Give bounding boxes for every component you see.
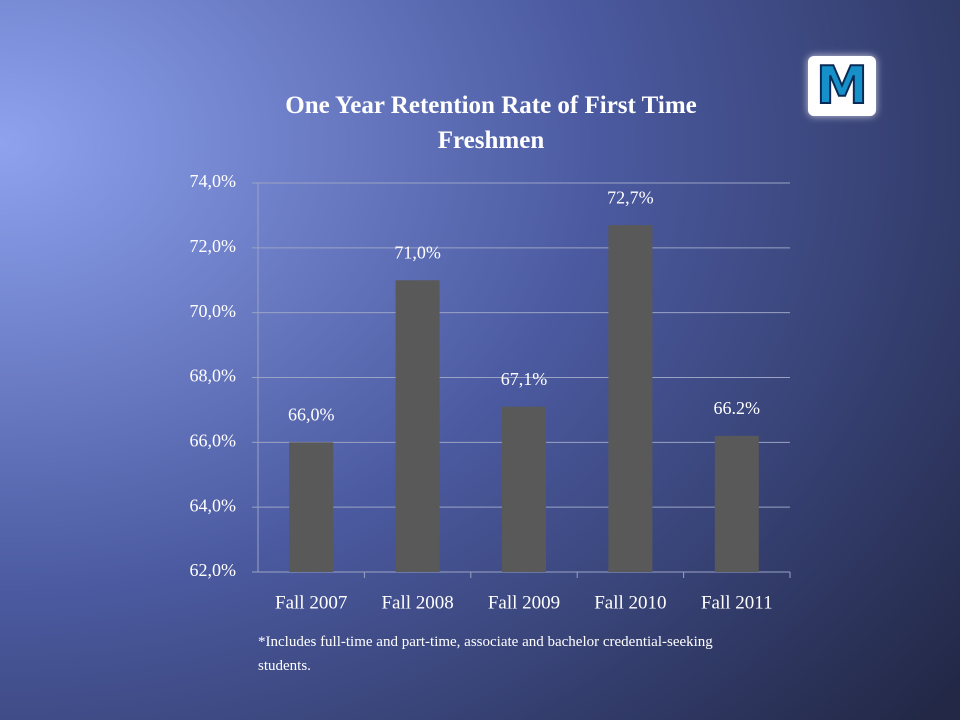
x-tick-label: Fall 2010: [594, 592, 666, 613]
value-label: 66.2%: [714, 398, 761, 418]
y-tick-label: 72,0%: [190, 236, 237, 256]
bar: [608, 225, 653, 572]
value-label: 72,7%: [607, 187, 654, 207]
x-tick-label: Fall 2007: [275, 592, 347, 613]
value-label: 71,0%: [394, 242, 441, 262]
y-tick-label: 74,0%: [190, 171, 237, 191]
value-label: 67,1%: [501, 369, 548, 389]
logo: M: [808, 55, 876, 117]
x-tick-label: Fall 2009: [488, 592, 560, 613]
y-tick-label: 70,0%: [190, 301, 237, 321]
x-tick-label: Fall 2008: [381, 592, 453, 613]
footnote: *Includes full-time and part-time, assoc…: [258, 634, 713, 674]
y-tick-label: 62,0%: [190, 560, 237, 580]
y-tick-label: 64,0%: [190, 495, 237, 515]
chart-title: One Year Retention Rate of First Time Fr…: [285, 92, 697, 154]
bar: [714, 435, 759, 572]
bar: [289, 442, 334, 572]
x-tick-label: Fall 2011: [701, 592, 773, 613]
bar: [502, 406, 546, 572]
bar: [395, 280, 440, 572]
y-tick-label: 66,0%: [190, 430, 237, 450]
y-tick-label: 68,0%: [190, 366, 237, 386]
value-label: 66,0%: [288, 404, 335, 424]
